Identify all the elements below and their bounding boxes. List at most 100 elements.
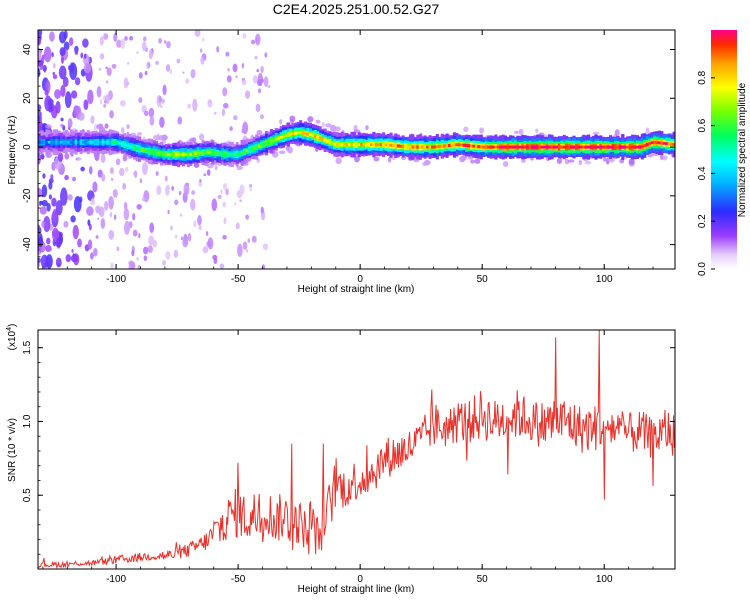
ridge-cell bbox=[606, 145, 610, 149]
noise-speckle bbox=[51, 52, 54, 58]
noise-speckle bbox=[185, 78, 190, 84]
ridge-cell bbox=[404, 145, 408, 148]
noise-speckle bbox=[51, 197, 57, 207]
y-tick-label: 20 bbox=[22, 92, 33, 104]
ridge-cell bbox=[108, 140, 112, 144]
noise-speckle bbox=[62, 76, 69, 88]
ridge-cell bbox=[277, 137, 281, 140]
noise-speckle bbox=[56, 237, 61, 247]
noise-speckle bbox=[52, 71, 56, 76]
noise-speckle bbox=[116, 39, 122, 48]
noise-speckle bbox=[373, 156, 380, 162]
ridge-cell bbox=[389, 143, 393, 147]
noise-speckle bbox=[279, 119, 283, 125]
noise-speckle bbox=[95, 235, 99, 239]
noise-speckle bbox=[136, 204, 142, 210]
spectrogram-ridge-layer bbox=[38, 120, 675, 168]
noise-speckle bbox=[64, 91, 72, 109]
ridge-cell bbox=[116, 141, 120, 145]
ridge-cell bbox=[333, 142, 337, 146]
ridge-cell bbox=[601, 145, 605, 149]
ridge-cell bbox=[286, 132, 290, 137]
noise-speckle bbox=[111, 63, 117, 69]
ridge-cell bbox=[484, 145, 488, 149]
ridge-cell bbox=[38, 140, 42, 144]
noise-speckle bbox=[199, 48, 203, 53]
ridge-cell bbox=[408, 145, 413, 149]
noise-speckle bbox=[138, 97, 143, 104]
ridge-cell bbox=[387, 143, 391, 147]
ridge-cell bbox=[540, 145, 544, 149]
ridge-cell bbox=[150, 150, 154, 154]
ridge-cell bbox=[350, 143, 354, 147]
noise-speckle bbox=[245, 90, 251, 99]
ridge-cell bbox=[648, 142, 652, 146]
snr-multiplier: (x104) bbox=[6, 324, 18, 351]
noise-speckle bbox=[239, 199, 242, 203]
ridge-cell bbox=[338, 143, 342, 147]
spectrogram-y-label: Frequency (Hz) bbox=[7, 116, 18, 185]
ridge-cell bbox=[299, 131, 303, 135]
noise-speckle bbox=[43, 46, 52, 63]
ridge-cell bbox=[128, 144, 132, 148]
noise-speckle bbox=[162, 84, 167, 96]
ridge-cell bbox=[653, 140, 657, 144]
noise-speckle bbox=[225, 51, 230, 57]
y-tick-label: 40 bbox=[22, 44, 33, 56]
noise-speckle bbox=[138, 72, 143, 79]
noise-speckle bbox=[103, 33, 109, 40]
noise-speckle bbox=[116, 246, 120, 252]
noise-speckle bbox=[123, 220, 130, 235]
snr-series-layer bbox=[38, 330, 675, 569]
ridge-cell bbox=[477, 145, 481, 149]
noise-speckle bbox=[143, 255, 148, 262]
ridge-cell bbox=[638, 145, 642, 149]
noise-speckle bbox=[207, 237, 214, 250]
x-tick-label: -100 bbox=[106, 574, 126, 585]
noise-speckle bbox=[365, 125, 369, 131]
noise-speckle bbox=[74, 45, 79, 54]
noise-speckle bbox=[556, 157, 563, 164]
ridge-cell bbox=[491, 145, 495, 149]
ridge-cell bbox=[311, 133, 315, 138]
noise-speckle bbox=[55, 257, 62, 268]
noise-speckle bbox=[158, 95, 163, 103]
noise-speckle bbox=[110, 177, 114, 181]
noise-speckle bbox=[285, 146, 290, 151]
ridge-cell bbox=[416, 145, 420, 149]
ridge-cell bbox=[228, 153, 232, 156]
colorbar-ticks: 0.0 0.2 0.4 0.6 0.8 bbox=[697, 70, 715, 276]
ridge-cell bbox=[99, 140, 103, 144]
noise-speckle bbox=[256, 68, 259, 73]
ridge-cell bbox=[86, 140, 90, 144]
noise-speckle bbox=[104, 123, 109, 129]
noise-speckle bbox=[214, 165, 218, 171]
noise-speckle bbox=[584, 160, 592, 165]
noise-speckle bbox=[127, 62, 130, 65]
noise-speckle bbox=[177, 116, 183, 125]
ridge-cell bbox=[138, 147, 142, 151]
ridge-cell bbox=[291, 132, 295, 136]
ridge-cell bbox=[479, 145, 483, 149]
noise-speckle bbox=[479, 127, 485, 134]
noise-speckle bbox=[535, 128, 539, 133]
ridge-cell bbox=[313, 135, 317, 138]
ridge-cell bbox=[186, 152, 190, 156]
ridge-cell bbox=[377, 143, 381, 147]
noise-speckle bbox=[131, 250, 135, 257]
noise-speckle bbox=[97, 217, 100, 220]
ridge-cell bbox=[455, 143, 459, 147]
noise-speckle bbox=[247, 238, 251, 243]
noise-speckle bbox=[53, 62, 56, 69]
snr-plot-area bbox=[38, 330, 675, 569]
ridge-cell bbox=[296, 131, 300, 135]
ridge-cell bbox=[628, 145, 632, 149]
noise-speckle bbox=[123, 207, 130, 221]
noise-speckle bbox=[106, 67, 112, 76]
ridge-cell bbox=[660, 141, 664, 145]
noise-speckle bbox=[49, 31, 55, 42]
noise-speckle bbox=[90, 115, 95, 124]
ridge-cell bbox=[155, 151, 159, 155]
ridge-cell bbox=[560, 145, 564, 149]
snr-multiplier-close: ) bbox=[7, 324, 18, 327]
